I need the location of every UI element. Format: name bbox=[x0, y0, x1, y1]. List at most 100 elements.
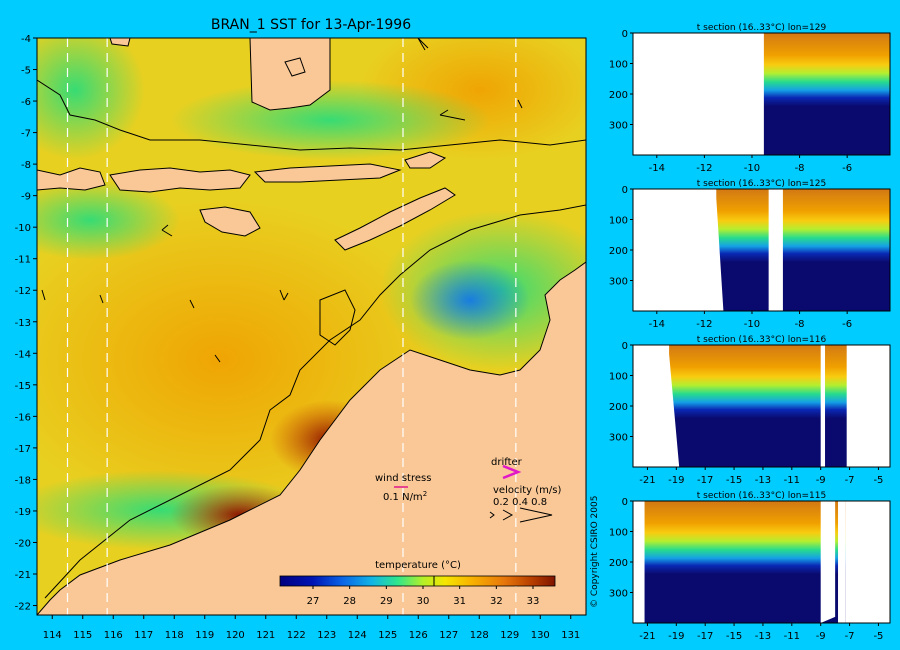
timor-land bbox=[334, 187, 456, 251]
section-x-tick-label: -10 bbox=[744, 319, 760, 330]
section-x-tick-label: -5 bbox=[873, 631, 883, 642]
wind-arrow bbox=[99, 294, 104, 304]
section-y-tick-label: 200 bbox=[609, 246, 628, 257]
map-x-tick-label: 125 bbox=[378, 630, 397, 641]
map-x-tick-label: 118 bbox=[165, 630, 184, 641]
section-y-tick-label: 300 bbox=[609, 589, 628, 600]
velocity-values: 0.2 0.4 0.8 bbox=[493, 497, 547, 508]
map-x-tick-label: 127 bbox=[439, 630, 458, 641]
section-x-tick-label: -6 bbox=[842, 319, 852, 330]
section-x-tick-label: -19 bbox=[668, 631, 684, 642]
map-x-tick-label: 114 bbox=[43, 630, 62, 641]
section-land-mask bbox=[820, 501, 836, 623]
section-y-tick-label: 100 bbox=[609, 216, 628, 227]
north-islet-land bbox=[109, 38, 131, 47]
map-y-tick-label: -15 bbox=[15, 381, 31, 392]
map-y-tick-label: -16 bbox=[15, 412, 31, 423]
section-x-tick-label: -19 bbox=[668, 475, 684, 486]
map-x-tick-label: 131 bbox=[561, 630, 580, 641]
section-y-tick-label: 100 bbox=[609, 372, 628, 383]
map-y-tick-label: -5 bbox=[21, 66, 31, 77]
section-y-tick-label: 300 bbox=[609, 121, 628, 132]
map-y-tick-label: -6 bbox=[21, 97, 31, 108]
map-x-tick-label: 130 bbox=[531, 630, 550, 641]
map-frame bbox=[36, 37, 587, 616]
map-y-tick-label: -10 bbox=[15, 223, 31, 234]
wind-arrow bbox=[161, 224, 173, 237]
velocity-label: velocity (m/s) bbox=[493, 485, 561, 496]
copyright: © Copyright CSIRO 2005 bbox=[590, 496, 600, 608]
colorbar-gradient bbox=[279, 575, 556, 587]
map-y-tick-label: -19 bbox=[15, 507, 31, 518]
map-x-tick-label: 122 bbox=[287, 630, 306, 641]
section-y-tick-label: 0 bbox=[622, 29, 628, 40]
section-lines bbox=[66, 38, 517, 615]
wind-arrow bbox=[439, 109, 466, 121]
colorbar-tick-label: 28 bbox=[343, 596, 356, 607]
section-x-tick-label: -9 bbox=[816, 631, 826, 642]
section-x-tick-label: -15 bbox=[726, 631, 742, 642]
wind-stress-value: 0.1 N/m2 bbox=[383, 490, 427, 503]
section-y-tick-label: 200 bbox=[609, 90, 628, 101]
section-y-tick-label: 300 bbox=[609, 277, 628, 288]
map-x-tick-label: 124 bbox=[348, 630, 367, 641]
map-y-tick-label: -9 bbox=[21, 192, 31, 203]
section-x-tick-label: -21 bbox=[639, 631, 655, 642]
australia-land bbox=[37, 261, 586, 615]
section-land-mask bbox=[633, 345, 680, 467]
section-y-tick-label: 300 bbox=[609, 433, 628, 444]
map-x-tick-label: 117 bbox=[134, 630, 153, 641]
section-y-tick-label: 0 bbox=[622, 185, 628, 196]
map-y-tick-label: -22 bbox=[15, 602, 31, 613]
section-land-mask bbox=[633, 33, 764, 155]
section-panel-section-lon116: t section (16..33°C) lon=116 0 100 200 300 -2… bbox=[609, 335, 891, 486]
colorbar-ticks: 27 28 29 30 31 32 33 bbox=[307, 576, 540, 607]
section-x-tick-label: -17 bbox=[697, 631, 713, 642]
map-y-tick-label: -11 bbox=[15, 255, 31, 266]
flores-land bbox=[253, 163, 402, 183]
wind-stress-label: wind stress bbox=[375, 473, 431, 484]
map-y-tick-label: -7 bbox=[21, 129, 31, 140]
sumba-land bbox=[199, 206, 261, 237]
sulawesi-land bbox=[249, 38, 331, 111]
section-land-mask bbox=[633, 189, 724, 311]
map-y-ticks: -4 -5 -6 -7 -8 -9 -10 -11 -12 -13 -14 -15 -16 -17 -18 -… bbox=[15, 34, 37, 613]
map-x-tick-label: 126 bbox=[409, 630, 428, 641]
map-y-tick-label: -18 bbox=[15, 475, 31, 486]
small-island-land bbox=[284, 57, 306, 77]
section-title: t section (16..33°C) lon=116 bbox=[697, 335, 827, 345]
section-land-mask bbox=[768, 189, 783, 311]
wetar-land bbox=[404, 151, 447, 169]
section-x-tick-label: -17 bbox=[697, 475, 713, 486]
colorbar-tick-label: 33 bbox=[527, 596, 540, 607]
colorbar-tick-label: 27 bbox=[307, 596, 320, 607]
section-x-tick-label: -9 bbox=[816, 475, 826, 486]
wind-arrow bbox=[279, 289, 289, 301]
colorbar: temperature (°C) 27 28 29 30 31 32 33 bbox=[279, 560, 556, 607]
section-y-tick-label: 100 bbox=[609, 528, 628, 539]
sst-map-panel bbox=[37, 38, 586, 615]
map-x-tick-label: 115 bbox=[73, 630, 92, 641]
section-land-mask bbox=[633, 501, 645, 623]
section-panel-section-lon125: t section (16..33°C) lon=125 0 100 200 300 -1… bbox=[609, 179, 891, 330]
cool-strait-sst bbox=[37, 180, 180, 260]
map-y-tick-label: -12 bbox=[15, 286, 31, 297]
colorbar-tick-label: 32 bbox=[490, 596, 503, 607]
section-x-tick-label: -14 bbox=[649, 163, 665, 174]
section-x-tick-label: -14 bbox=[649, 319, 665, 330]
map-y-tick-label: -20 bbox=[15, 538, 31, 549]
section-land-mask bbox=[845, 501, 890, 623]
deep-contour bbox=[37, 79, 586, 151]
section-y-tick-label: 200 bbox=[609, 558, 628, 569]
map-legend: wind stress 0.1 N/m2 drifter velocity (m… bbox=[375, 457, 561, 523]
drifter-marker bbox=[502, 464, 522, 480]
wind-arrow bbox=[417, 38, 429, 51]
cool-north-sst bbox=[170, 80, 490, 160]
section-x-tick-label: -13 bbox=[755, 631, 771, 642]
section-x-tick-label: -8 bbox=[795, 319, 805, 330]
section-y-tick-label: 100 bbox=[609, 60, 628, 71]
section-x-tick-label: -8 bbox=[795, 163, 805, 174]
wind-arrow bbox=[189, 299, 195, 309]
section-title: t section (16..33°C) lon=129 bbox=[697, 23, 827, 33]
